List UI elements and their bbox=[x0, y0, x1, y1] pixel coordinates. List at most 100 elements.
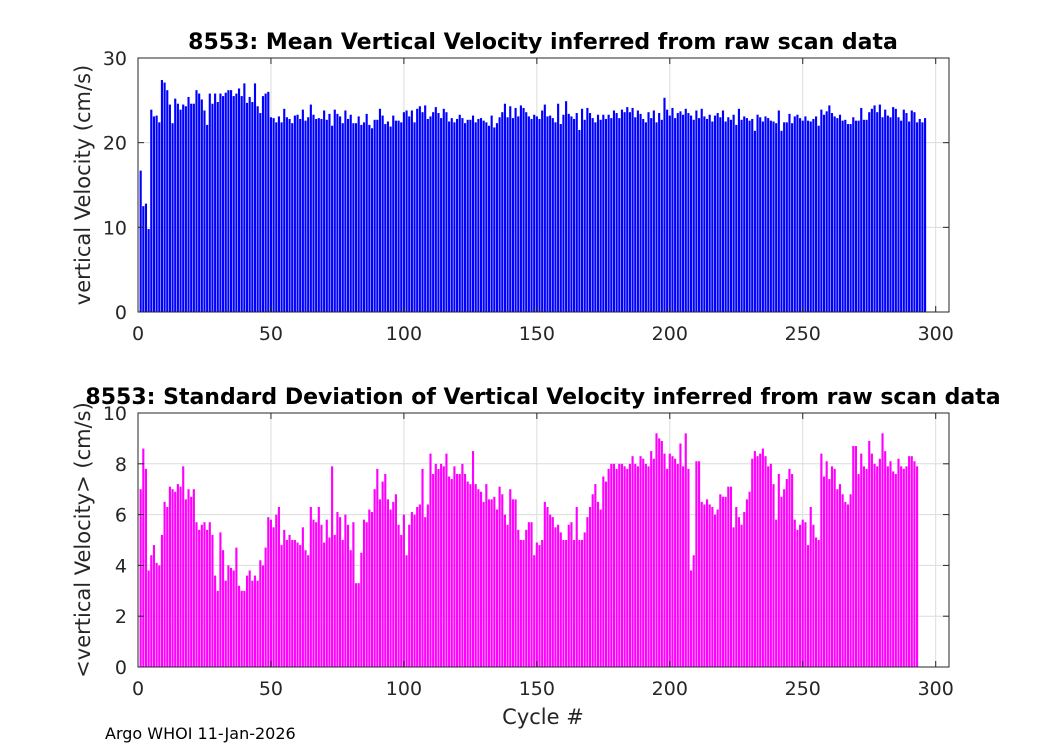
mean-velocity-bar bbox=[155, 115, 158, 312]
mean-velocity-bar bbox=[152, 116, 156, 312]
std-velocity-bar bbox=[373, 489, 376, 667]
std-velocity-bar bbox=[482, 501, 485, 667]
mean-velocity-bar bbox=[884, 109, 887, 313]
std-velocity-bar bbox=[370, 512, 374, 667]
mean-velocity-bar bbox=[918, 118, 921, 313]
std-velocity-bar bbox=[214, 575, 217, 667]
mean-velocity-bar bbox=[876, 112, 879, 312]
std-velocity-bar bbox=[636, 466, 639, 667]
std-velocity-bar bbox=[580, 540, 584, 667]
std-velocity-bar bbox=[506, 524, 509, 667]
mean-velocity-bar bbox=[905, 113, 908, 312]
std-velocity-bar bbox=[445, 453, 448, 667]
mean-velocity-bar bbox=[384, 124, 387, 312]
mean-velocity-bar bbox=[671, 107, 674, 312]
std-velocity-xlabel: Cycle # bbox=[502, 705, 584, 729]
std-velocity-bar bbox=[777, 473, 780, 667]
mean-velocity-bar bbox=[772, 121, 775, 312]
std-velocity-bar bbox=[666, 468, 669, 667]
mean-velocity-bar bbox=[639, 113, 642, 312]
std-velocity-bar bbox=[394, 494, 397, 667]
std-velocity-bar bbox=[761, 448, 764, 667]
std-velocity-bar bbox=[442, 466, 445, 667]
std-velocity-bar bbox=[245, 575, 249, 667]
mean-velocity-bar bbox=[663, 97, 666, 312]
mean-velocity-bar bbox=[799, 118, 802, 312]
std-velocity-bar bbox=[237, 585, 241, 667]
std-velocity-bar bbox=[796, 529, 799, 667]
mean-velocity-bar bbox=[495, 123, 499, 312]
mean-velocity-bar bbox=[280, 122, 283, 312]
mean-velocity-bar bbox=[636, 110, 639, 313]
std-velocity-bar bbox=[347, 524, 350, 667]
mean-velocity-title: 8553: Mean Vertical Velocity inferred fr… bbox=[188, 30, 898, 55]
std-velocity-bar bbox=[817, 540, 820, 667]
std-velocity-bar bbox=[360, 552, 363, 667]
std-velocity-bar bbox=[820, 453, 823, 667]
mean-velocity-bar bbox=[626, 107, 629, 312]
mean-velocity-bar bbox=[642, 118, 645, 313]
std-velocity-ylabel: <vertical Velocity> (cm/s) bbox=[71, 402, 95, 678]
mean-velocity-bar bbox=[456, 118, 459, 313]
mean-velocity-bar bbox=[682, 114, 685, 312]
mean-velocity-bar bbox=[206, 124, 209, 312]
mean-velocity-bar bbox=[644, 122, 647, 312]
std-velocity-bar bbox=[392, 501, 395, 667]
mean-velocity-bar bbox=[373, 119, 376, 312]
mean-velocity-bar bbox=[301, 109, 304, 313]
mean-velocity-bar bbox=[764, 116, 767, 312]
mean-velocity-bar bbox=[171, 123, 174, 312]
mean-velocity-bar bbox=[852, 117, 855, 313]
mean-velocity-bar bbox=[668, 115, 671, 312]
mean-velocity-bar bbox=[160, 80, 163, 312]
mean-velocity-bar bbox=[400, 122, 403, 312]
std-velocity-bar bbox=[668, 453, 671, 667]
std-velocity-xtick-label: 200 bbox=[652, 678, 688, 700]
std-velocity-axes-box bbox=[137, 412, 950, 668]
std-velocity-bar bbox=[198, 529, 201, 667]
mean-velocity-bar bbox=[916, 122, 919, 312]
std-velocity-bar bbox=[634, 463, 637, 667]
std-velocity-bar bbox=[740, 524, 743, 667]
std-velocity-bar bbox=[546, 506, 549, 667]
std-velocity-bar bbox=[160, 534, 163, 667]
mean-velocity-xtick-label: 150 bbox=[519, 323, 555, 345]
mean-velocity-bar bbox=[573, 118, 576, 313]
mean-velocity-bar bbox=[328, 113, 331, 312]
mean-velocity-bar bbox=[751, 118, 754, 313]
std-velocity-bar bbox=[772, 484, 775, 667]
mean-velocity-bar bbox=[275, 122, 278, 312]
std-velocity-ytick-label: 6 bbox=[115, 505, 127, 527]
mean-velocity-bar bbox=[219, 93, 222, 312]
mean-velocity-bar bbox=[724, 121, 727, 312]
std-velocity-bar bbox=[410, 512, 413, 667]
mean-velocity-bar bbox=[479, 118, 483, 312]
mean-velocity-bar bbox=[703, 116, 706, 312]
std-velocity-ytick-label: 4 bbox=[115, 555, 127, 577]
std-velocity-bar bbox=[283, 529, 286, 667]
mean-velocity-bar bbox=[761, 121, 764, 312]
std-velocity-bar bbox=[434, 463, 437, 667]
mean-velocity-bar bbox=[618, 118, 621, 312]
mean-velocity-bar bbox=[623, 112, 626, 312]
mean-velocity-bar bbox=[381, 115, 384, 312]
mean-velocity-bar bbox=[692, 119, 695, 312]
std-velocity-bar bbox=[152, 545, 156, 667]
mean-velocity-bar bbox=[142, 206, 145, 312]
mean-velocity-bar bbox=[344, 110, 347, 313]
std-velocity-bar bbox=[315, 522, 318, 667]
std-velocity-bar bbox=[562, 540, 565, 667]
mean-velocity-bar bbox=[389, 126, 392, 312]
mean-velocity-ticks: 0 50 100 150 200 250 300 0 10 20 30 bbox=[103, 48, 954, 345]
std-velocity-bar bbox=[267, 517, 270, 667]
std-velocity-bar bbox=[902, 468, 905, 667]
mean-velocity-bar bbox=[620, 109, 624, 313]
std-velocity-bar bbox=[788, 468, 791, 667]
std-velocity-ytick-label: 10 bbox=[103, 403, 127, 425]
mean-velocity-bar bbox=[370, 128, 374, 312]
std-velocity-bar bbox=[418, 504, 421, 667]
std-velocity-bar bbox=[716, 509, 719, 667]
std-velocity-bar bbox=[174, 491, 177, 667]
std-velocity-bar bbox=[565, 540, 568, 667]
mean-velocity-bar bbox=[647, 112, 650, 312]
